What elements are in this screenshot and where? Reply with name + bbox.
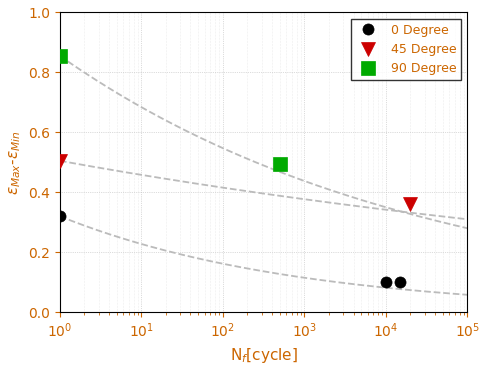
Line: 45 Degree: 45 Degree — [53, 154, 417, 211]
45 Degree — [408, 202, 413, 206]
Line: 0 Degree: 0 Degree — [55, 211, 406, 288]
0 Degree — [57, 214, 63, 218]
0 Degree — [383, 280, 389, 285]
Line: 90 Degree: 90 Degree — [53, 49, 287, 171]
90 Degree — [57, 54, 63, 58]
0 Degree — [397, 280, 403, 285]
Y-axis label: $\varepsilon_{Max}$-$\varepsilon_{Min}$: $\varepsilon_{Max}$-$\varepsilon_{Min}$ — [7, 130, 22, 195]
45 Degree — [57, 158, 63, 163]
Legend: 0 Degree, 45 Degree, 90 Degree: 0 Degree, 45 Degree, 90 Degree — [351, 19, 461, 80]
X-axis label: N$_f$[cycle]: N$_f$[cycle] — [230, 346, 298, 365]
90 Degree — [277, 161, 283, 166]
